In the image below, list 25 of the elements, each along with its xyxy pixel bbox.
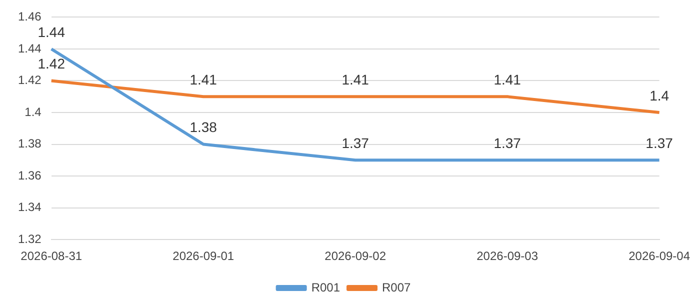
data-label: 1.38 <box>190 119 218 136</box>
y-tick-label: 1.38 <box>18 136 42 151</box>
x-tick-label: 2026-08-31 <box>20 249 82 264</box>
y-tick-label: 1.32 <box>18 232 42 246</box>
y-tick-label: 1.34 <box>18 200 42 214</box>
x-tick-label: 2026-09-02 <box>324 249 386 264</box>
legend-label: R007 <box>382 280 412 294</box>
x-tick-label: 2026-09-04 <box>628 249 690 264</box>
y-tick-label: 1.44 <box>18 41 42 56</box>
data-label: 1.4 <box>650 87 670 104</box>
x-tick-label: 2026-09-01 <box>172 249 234 264</box>
data-label: 1.37 <box>494 135 522 152</box>
data-label: 1.41 <box>190 71 218 88</box>
x-tick-label: 2026-09-03 <box>476 249 538 264</box>
y-tick-label: 1.46 <box>18 10 42 24</box>
y-tick-label: 1.4 <box>24 104 42 119</box>
data-label: 1.41 <box>494 71 522 88</box>
y-tick-label: 1.36 <box>18 168 42 182</box>
data-label: 1.44 <box>38 24 66 40</box>
data-label: 1.37 <box>342 135 370 152</box>
data-label: 1.42 <box>38 56 66 72</box>
y-tick-label: 1.42 <box>18 73 42 88</box>
data-label: 1.41 <box>342 71 370 88</box>
legend-label: R001 <box>311 280 340 294</box>
data-label: 1.37 <box>646 135 674 152</box>
